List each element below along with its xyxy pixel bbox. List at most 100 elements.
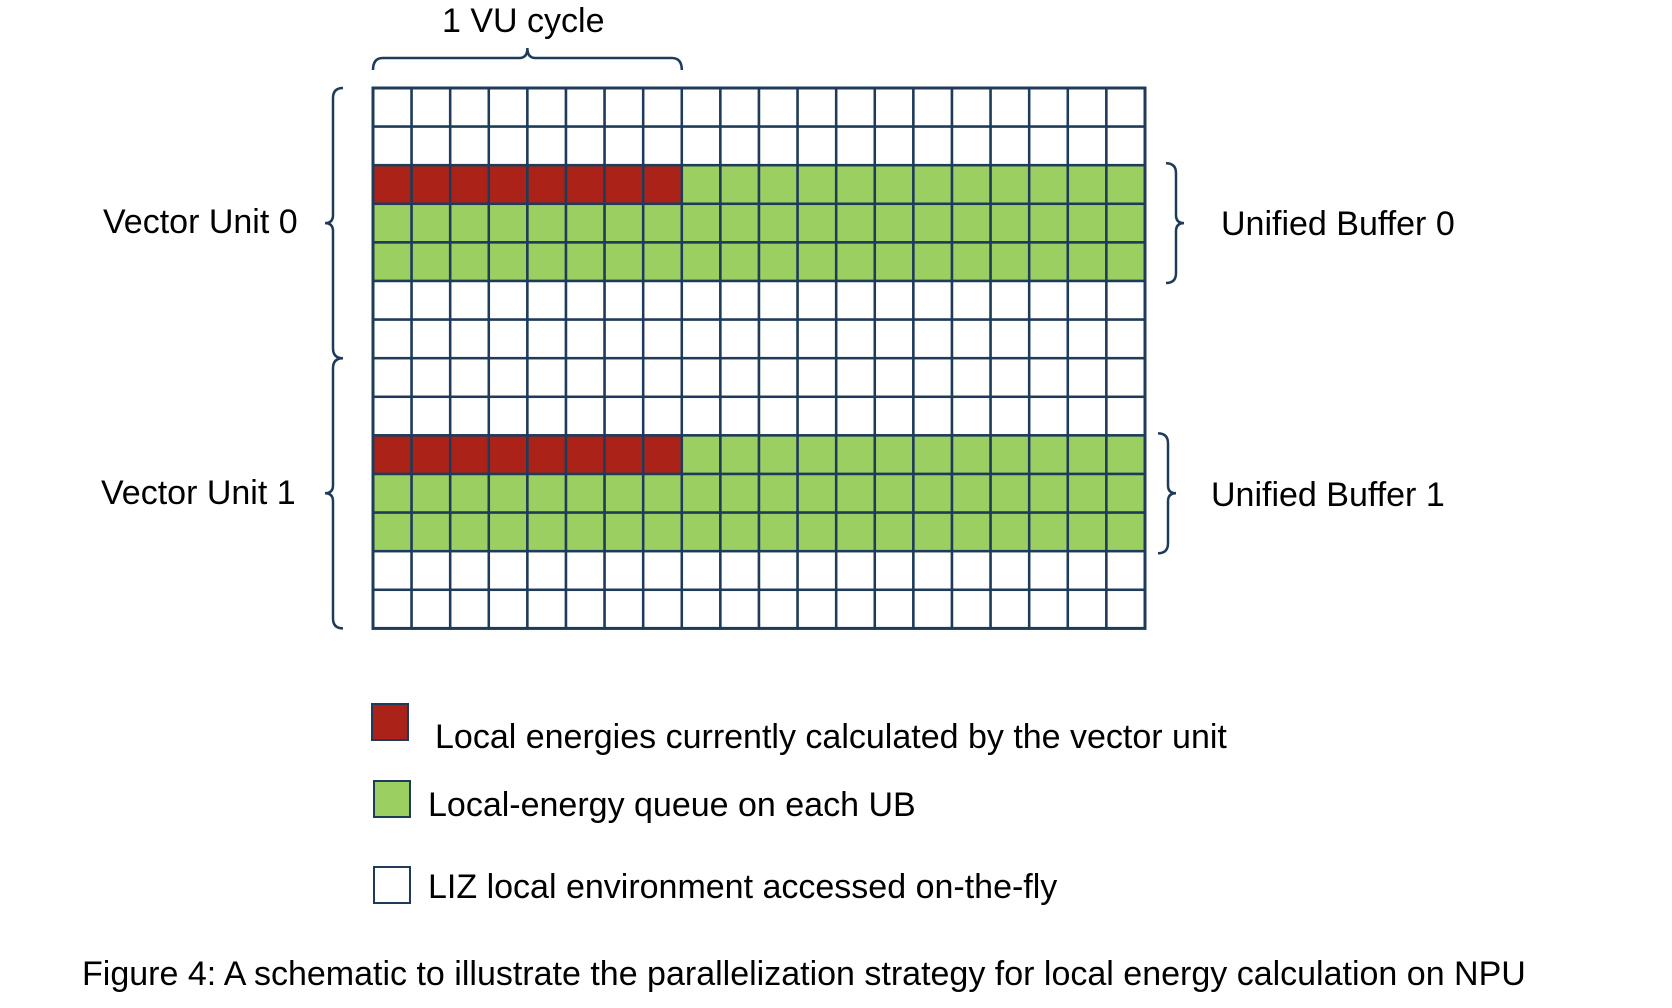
grid-cell: [912, 241, 954, 283]
grid-cell: [641, 279, 684, 321]
grid-cells: [371, 86, 1147, 630]
grid-cell: [989, 279, 1031, 321]
grid-cell: [603, 279, 645, 321]
grid-cell: [603, 356, 645, 399]
grid-cell: [371, 241, 413, 283]
vector-unit-1-brace: [324, 356, 344, 630]
grid-cell: [1027, 549, 1070, 592]
grid-cell: [1027, 86, 1070, 128]
grid-cell: [448, 472, 491, 514]
grid-cell: [796, 434, 838, 476]
grid-cell: [1027, 588, 1070, 630]
grid-cell: [1066, 279, 1108, 321]
grid-cell: [1066, 511, 1108, 553]
grid-cell: [603, 86, 645, 128]
grid-cell: [410, 202, 452, 244]
grid-cell: [989, 163, 1031, 206]
grid-cell: [950, 511, 992, 553]
grid-cell: [487, 163, 529, 206]
grid-cell: [912, 163, 954, 206]
grid-cell: [680, 202, 722, 244]
grid-cell: [371, 163, 413, 206]
grid-cell: [1066, 395, 1108, 437]
grid-cell: [950, 279, 992, 321]
grid-cell: [526, 279, 568, 321]
legend-swatch-green: [373, 780, 411, 818]
grid-cell: [641, 202, 684, 244]
grid-cell: [873, 588, 915, 630]
grid-cell: [1066, 125, 1108, 167]
vector-unit-1-label: Vector Unit 1: [101, 474, 296, 512]
grid-cell: [564, 318, 606, 360]
grid-cell: [1027, 511, 1070, 553]
grid-cell: [912, 86, 954, 128]
top-brace-label: 1 VU cycle: [442, 2, 605, 40]
grid-cell: [757, 511, 799, 553]
grid-cell: [371, 588, 413, 630]
grid-cell: [719, 434, 761, 476]
grid-cell: [448, 86, 491, 128]
grid-cell: [989, 472, 1031, 514]
grid-cell: [487, 434, 529, 476]
grid-cell: [371, 279, 413, 321]
grid-cell: [487, 549, 529, 592]
grid-cell: [1027, 279, 1070, 321]
grid-cell: [912, 588, 954, 630]
grid-cell: [757, 279, 799, 321]
grid-cell: [1105, 395, 1147, 437]
grid-cell: [448, 318, 491, 360]
grid-cell: [989, 125, 1031, 167]
grid-cell: [1027, 318, 1070, 360]
grid-cell: [989, 356, 1031, 399]
grid-cell: [1066, 318, 1108, 360]
grid-cell: [1066, 202, 1108, 244]
grid-cell: [564, 395, 606, 437]
grid-cell: [1027, 241, 1070, 283]
grid-cell: [1027, 395, 1070, 437]
grid-cell: [526, 549, 568, 592]
grid-cell: [1105, 279, 1147, 321]
grid-cell: [912, 202, 954, 244]
grid-cell: [950, 395, 992, 437]
grid-cell: [410, 549, 452, 592]
grid-cell: [371, 549, 413, 592]
grid-cell: [873, 549, 915, 592]
grid-cell: [526, 395, 568, 437]
grid-cell: [680, 86, 722, 128]
grid-cell: [1027, 125, 1070, 167]
grid-cell: [1066, 356, 1108, 399]
grid-cell: [641, 86, 684, 128]
grid-cell: [371, 434, 413, 476]
grid-cell: [719, 241, 761, 283]
grid-cell: [526, 241, 568, 283]
grid-cell: [603, 549, 645, 592]
grid-cell: [680, 163, 722, 206]
grid-cell: [1105, 86, 1147, 128]
grid-cell: [873, 356, 915, 399]
grid-cell: [950, 202, 992, 244]
grid-cell: [1105, 202, 1147, 244]
grid-cell: [950, 356, 992, 399]
grid-cell: [912, 125, 954, 167]
grid-cell: [796, 588, 838, 630]
grid-cell: [1105, 318, 1147, 360]
grid-cell: [719, 549, 761, 592]
grid-cell: [564, 588, 606, 630]
grid-cell: [912, 279, 954, 321]
grid-cell: [1105, 163, 1147, 206]
grid-cell: [526, 318, 568, 360]
grid-cell: [564, 434, 606, 476]
grid-cell: [371, 86, 413, 128]
grid-cell: [757, 125, 799, 167]
grid-cell: [1027, 356, 1070, 399]
grid-cell: [526, 356, 568, 399]
grid-cell: [487, 202, 529, 244]
grid-cell: [641, 588, 684, 630]
grid-cell: [603, 511, 645, 553]
grid-cell: [989, 395, 1031, 437]
grid-cell: [526, 163, 568, 206]
vector-unit-0-label: Vector Unit 0: [103, 203, 298, 241]
grid-cell: [680, 279, 722, 321]
legend-label-white: LIZ local environment accessed on-the-fl…: [428, 868, 1058, 906]
grid-cell: [564, 163, 606, 206]
